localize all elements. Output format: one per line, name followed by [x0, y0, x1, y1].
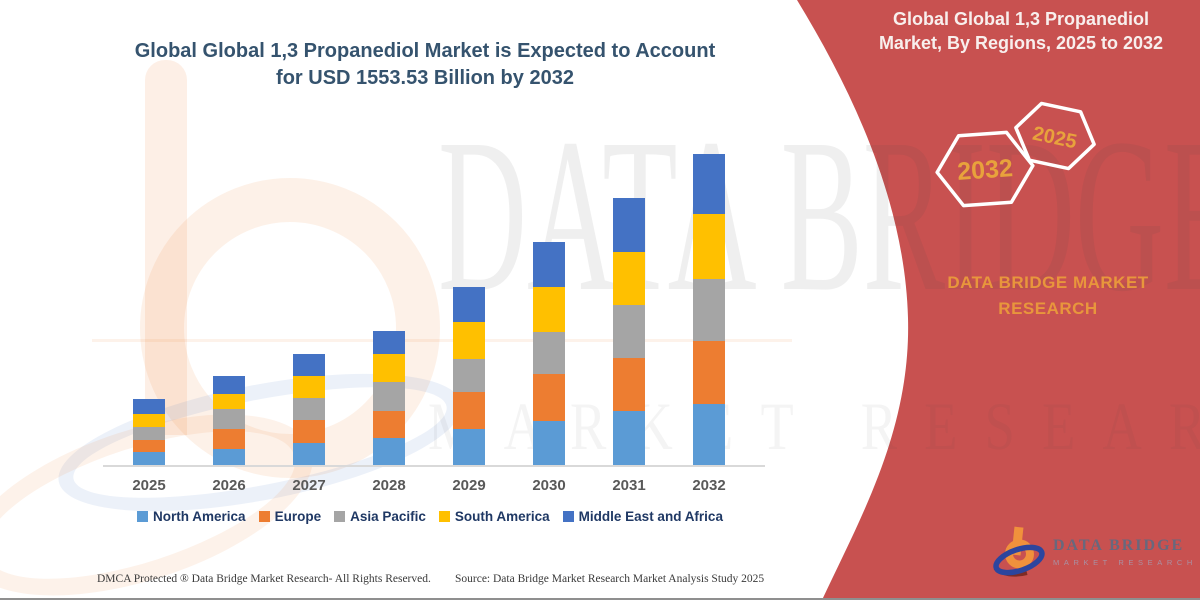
bar-segment-2031-south-america: [613, 252, 645, 306]
databridge-logo: DATA BRIDGE MARKET RESEARCH: [993, 524, 1197, 580]
bar-segment-2025-asia-pacific: [133, 426, 165, 440]
hexagon-2025: 2025: [1014, 101, 1096, 171]
bar-segment-2032-south-america: [693, 214, 725, 280]
x-axis-label-2025: 2025: [132, 477, 166, 494]
bar-segment-2025-south-america: [133, 413, 165, 427]
bar-segment-2027-south-america: [293, 375, 325, 398]
x-axis-label-2029: 2029: [452, 477, 486, 494]
bar-segment-2028-north-america: [373, 438, 405, 466]
bar-segment-2029-asia-pacific: [453, 359, 485, 393]
forecast-hexagons: 2032 2025: [935, 101, 1096, 208]
bar-segment-2031-asia-pacific: [613, 305, 645, 359]
legend-label-north-america: North America: [153, 509, 246, 524]
bar-segment-2025-middle-east-and-africa: [133, 398, 165, 414]
databridge-logo-icon: [993, 526, 1045, 577]
bar-segment-2030-europe: [533, 374, 565, 422]
legend-item-asia-pacific: Asia Pacific: [334, 509, 426, 524]
bar-segment-2027-north-america: [293, 442, 325, 466]
x-axis-line: [103, 465, 765, 467]
hexagon-2025-outline: [1014, 101, 1096, 171]
logo-blue-swoosh: [993, 544, 1045, 576]
legend-swatch-south-america: [438, 511, 450, 522]
bar-segment-2030-north-america: [533, 421, 565, 466]
bar-segment-2031-middle-east-and-africa: [613, 198, 645, 253]
x-axis-label-2027: 2027: [292, 477, 326, 494]
legend-label-europe: Europe: [274, 509, 322, 524]
bar-segment-2026-south-america: [213, 393, 245, 409]
side-panel-title-line1: Global Global 1,3 Propanediol: [892, 9, 1150, 29]
red-panel-shape: [797, 0, 1200, 600]
logo-brand-text: DATA BRIDGE: [1053, 537, 1185, 554]
x-axis-label-2028: 2028: [372, 477, 406, 494]
bar-segment-2026-asia-pacific: [213, 408, 245, 429]
chart-title-line1: Global Global 1,3 Propanediol Market is …: [134, 40, 716, 62]
bar-segment-2025-north-america: [133, 451, 165, 466]
footer-dmca-text: DMCA Protected ® Data Bridge Market Rese…: [97, 573, 431, 585]
chart-title-line2: for USD 1553.53 Billion by 2032: [276, 67, 574, 89]
legend-label-middle-east-and-africa: Middle East and Africa: [578, 509, 723, 524]
bar-segment-2029-europe: [453, 392, 485, 430]
bar-segment-2029-middle-east-and-africa: [453, 287, 485, 323]
logo-sub-text: MARKET RESEARCH: [1053, 558, 1197, 567]
bar-segment-2026-europe: [213, 428, 245, 449]
legend-swatch-asia-pacific: [334, 511, 346, 522]
legend-item-europe: Europe: [258, 509, 322, 524]
legend-item-middle-east-and-africa: Middle East and Africa: [562, 509, 723, 524]
watermark-divider-line: [92, 339, 792, 342]
bar-segment-2027-asia-pacific: [293, 397, 325, 420]
legend-swatch-europe: [258, 511, 270, 522]
hexagon-2032: 2032: [935, 130, 1035, 208]
bar-segment-2028-middle-east-and-africa: [373, 331, 405, 355]
legend-label-asia-pacific: Asia Pacific: [350, 509, 426, 524]
legend-swatch-middle-east-and-africa: [562, 511, 574, 522]
bar-segment-2030-asia-pacific: [533, 332, 565, 375]
bar-segment-2030-south-america: [533, 287, 565, 333]
bar-segment-2031-north-america: [613, 411, 645, 466]
bar-segment-2029-south-america: [453, 322, 485, 360]
x-axis-label-2026: 2026: [212, 477, 246, 494]
bar-segment-2026-middle-east-and-africa: [213, 375, 245, 394]
bar-segment-2029-north-america: [453, 429, 485, 466]
bar-segment-2028-south-america: [373, 354, 405, 383]
legend-swatch-north-america: [137, 511, 149, 522]
bar-segment-2027-middle-east-and-africa: [293, 353, 325, 376]
logo-text: DATA BRIDGE MARKET RESEARCH: [1053, 537, 1197, 567]
bottom-border: [0, 598, 1200, 600]
bar-segment-2027-europe: [293, 419, 325, 443]
bar-segment-2031-europe: [613, 358, 645, 412]
bar-segment-2025-europe: [133, 439, 165, 452]
x-axis-label-2030: 2030: [532, 477, 566, 494]
bar-segment-2032-middle-east-and-africa: [693, 154, 725, 214]
x-axis-label-2031: 2031: [612, 477, 646, 494]
legend-item-north-america: North America: [137, 509, 246, 524]
bar-segment-2026-north-america: [213, 448, 245, 466]
chart-title: Global Global 1,3 Propanediol Market is …: [110, 38, 740, 92]
hexagon-2025-label: 2025: [1031, 123, 1079, 154]
legend-item-south-america: South America: [438, 509, 550, 524]
bar-segment-2028-europe: [373, 411, 405, 439]
x-axis-label-2032: 2032: [692, 477, 726, 494]
legend-label-south-america: South America: [454, 509, 550, 524]
bar-segment-2030-middle-east-and-africa: [533, 242, 565, 288]
hexagon-2032-outline: [935, 130, 1035, 208]
bar-segment-2032-asia-pacific: [693, 279, 725, 341]
hexagon-2032-label: 2032: [956, 154, 1013, 186]
bar-segment-2028-asia-pacific: [373, 382, 405, 412]
side-panel-title-line2: Market, By Regions, 2025 to 2032: [878, 32, 1164, 53]
side-panel-title: Global Global 1,3 Propanediol Market, By…: [862, 8, 1180, 56]
bar-segment-2032-north-america: [693, 404, 725, 466]
side-panel-brand-text: DATA BRIDGE MARKET RESEARCH: [947, 273, 1149, 319]
bar-segment-2032-europe: [693, 341, 725, 405]
footer-source-text: Source: Data Bridge Market Research Mark…: [455, 573, 765, 585]
legend: North America Europe Asia Pacific South Ame…: [95, 509, 765, 524]
